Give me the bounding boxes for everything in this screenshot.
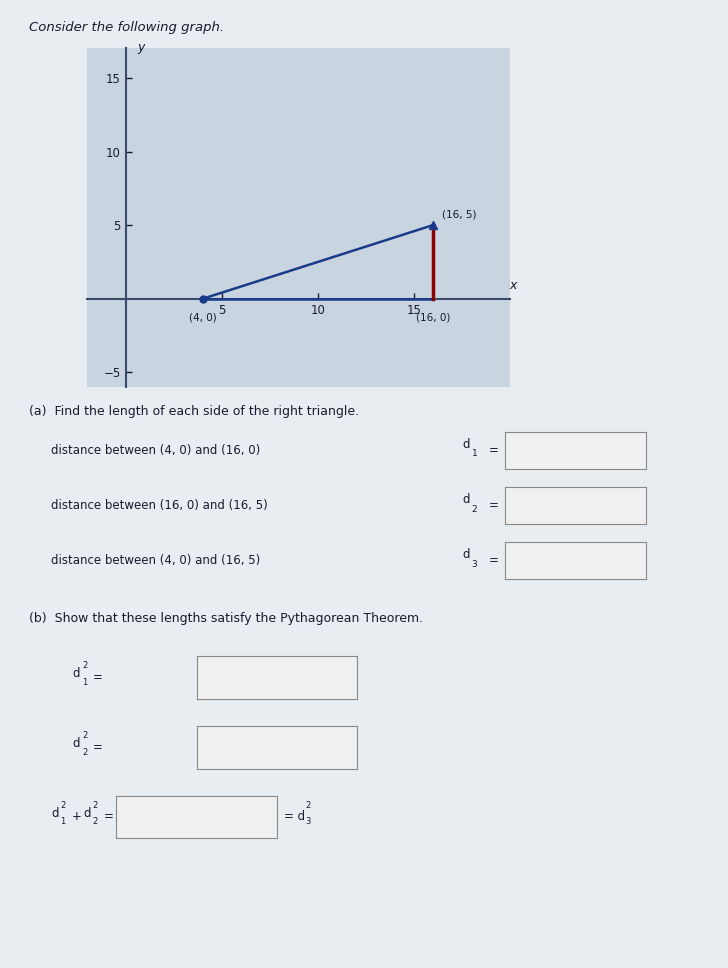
Text: d: d — [462, 548, 470, 561]
Text: d: d — [462, 493, 470, 506]
Text: (b)  Show that these lengths satisfy the Pythagorean Theorem.: (b) Show that these lengths satisfy the … — [29, 612, 423, 624]
Text: d: d — [462, 438, 470, 451]
Text: +: + — [71, 810, 82, 824]
Text: (16, 5): (16, 5) — [443, 210, 477, 220]
Text: =: = — [489, 499, 499, 512]
Text: 3: 3 — [472, 560, 478, 569]
Text: Consider the following graph.: Consider the following graph. — [29, 21, 224, 34]
Text: 2: 2 — [82, 661, 87, 671]
Text: =: = — [93, 671, 103, 684]
Text: =: = — [489, 554, 499, 567]
Text: 2: 2 — [92, 801, 98, 810]
Text: 2: 2 — [60, 801, 66, 810]
Text: 3: 3 — [306, 817, 311, 827]
Text: d: d — [83, 806, 90, 820]
Text: d: d — [51, 806, 58, 820]
Text: x: x — [510, 279, 517, 291]
Text: distance between (4, 0) and (16, 0): distance between (4, 0) and (16, 0) — [51, 443, 260, 457]
Text: 1: 1 — [60, 817, 66, 827]
Text: d: d — [73, 737, 80, 750]
Text: 2: 2 — [82, 731, 87, 741]
Text: 1: 1 — [472, 449, 478, 459]
Text: 2: 2 — [472, 504, 478, 514]
Text: = d: = d — [284, 810, 305, 824]
Text: 2: 2 — [92, 817, 98, 827]
Text: 2: 2 — [82, 747, 87, 757]
Text: 1: 1 — [82, 678, 87, 687]
Text: y: y — [138, 42, 145, 54]
Text: (a)  Find the length of each side of the right triangle.: (a) Find the length of each side of the … — [29, 405, 359, 417]
Text: =: = — [489, 443, 499, 457]
Text: d: d — [73, 667, 80, 681]
Text: (4, 0): (4, 0) — [189, 313, 216, 323]
Text: distance between (16, 0) and (16, 5): distance between (16, 0) and (16, 5) — [51, 499, 268, 512]
Text: 2: 2 — [306, 801, 311, 810]
Text: =: = — [93, 741, 103, 754]
Text: distance between (4, 0) and (16, 5): distance between (4, 0) and (16, 5) — [51, 554, 260, 567]
Text: =: = — [104, 810, 114, 824]
Text: (16, 0): (16, 0) — [416, 313, 450, 323]
